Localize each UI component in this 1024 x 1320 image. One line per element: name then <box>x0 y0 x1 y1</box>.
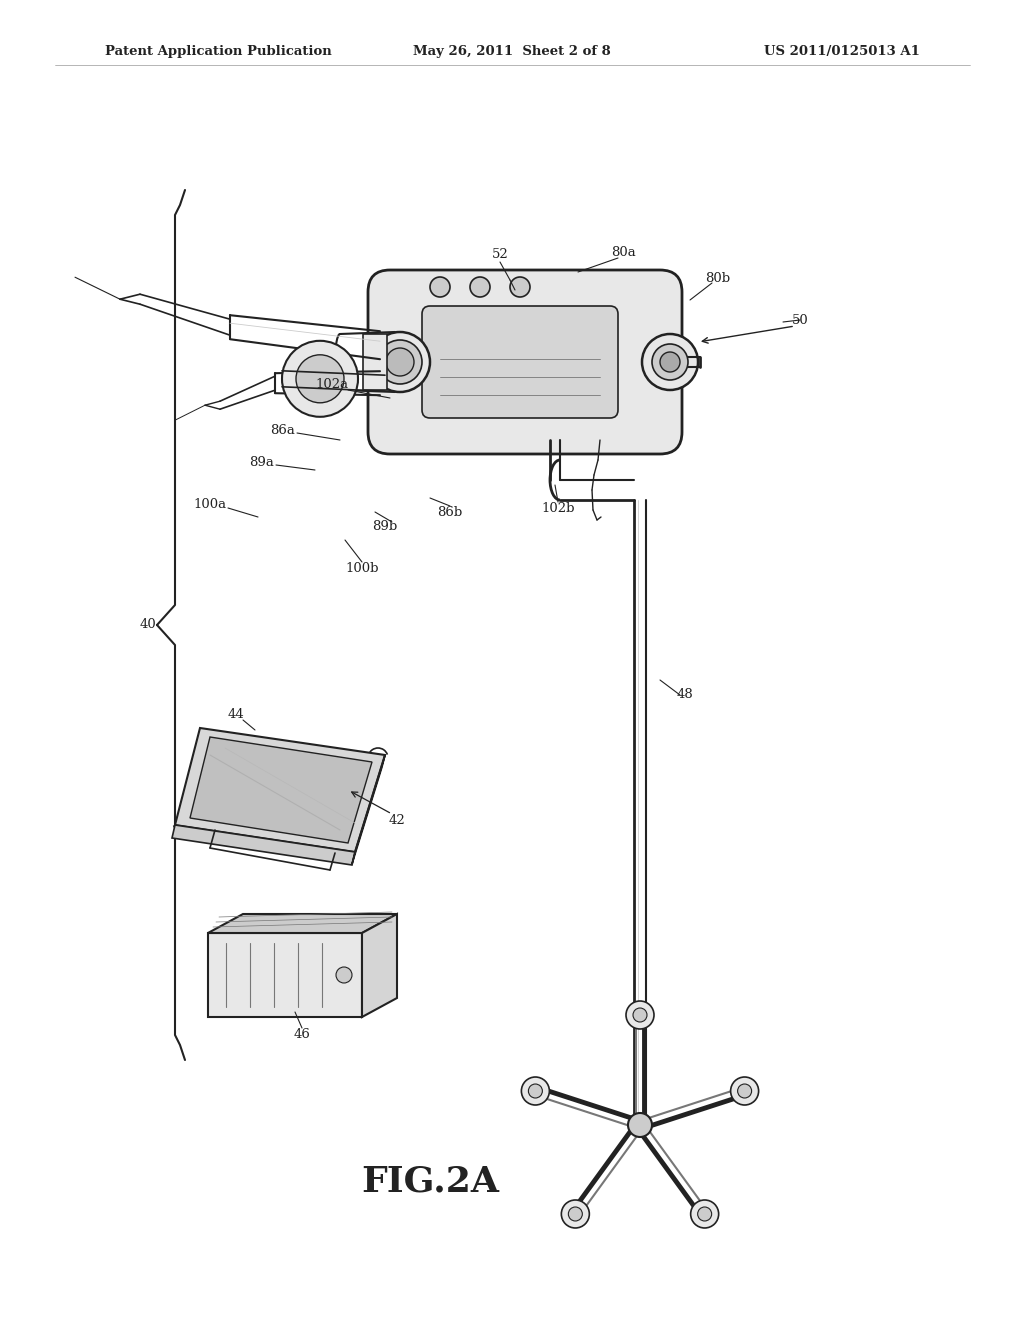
Circle shape <box>430 277 450 297</box>
FancyBboxPatch shape <box>422 306 618 418</box>
Polygon shape <box>172 825 355 865</box>
Text: US 2011/0125013 A1: US 2011/0125013 A1 <box>764 45 920 58</box>
Text: 86b: 86b <box>437 506 463 519</box>
Circle shape <box>633 1008 647 1022</box>
Polygon shape <box>208 933 362 1016</box>
Text: 102a: 102a <box>315 379 348 392</box>
Text: 102b: 102b <box>542 502 574 515</box>
Text: 100a: 100a <box>194 499 226 511</box>
Circle shape <box>378 341 422 384</box>
Circle shape <box>282 341 358 417</box>
Polygon shape <box>175 729 385 851</box>
Text: 100b: 100b <box>345 561 379 574</box>
Text: 40: 40 <box>139 619 157 631</box>
Polygon shape <box>362 913 397 1016</box>
Text: 44: 44 <box>227 709 245 722</box>
Text: 46: 46 <box>294 1028 310 1041</box>
Circle shape <box>365 370 385 389</box>
Text: 89a: 89a <box>250 455 274 469</box>
Text: 42: 42 <box>389 813 406 826</box>
Circle shape <box>521 1077 550 1105</box>
Circle shape <box>365 334 385 354</box>
Circle shape <box>697 1206 712 1221</box>
Circle shape <box>652 345 688 380</box>
Circle shape <box>386 348 414 376</box>
Circle shape <box>660 352 680 372</box>
Text: 80b: 80b <box>706 272 730 285</box>
Text: 86a: 86a <box>270 424 296 437</box>
Circle shape <box>628 1113 652 1137</box>
Circle shape <box>336 968 352 983</box>
Text: 52: 52 <box>492 248 508 261</box>
Text: 80a: 80a <box>610 246 635 259</box>
Text: Patent Application Publication: Patent Application Publication <box>105 45 332 58</box>
Polygon shape <box>208 913 397 933</box>
Text: 89b: 89b <box>373 520 397 533</box>
Polygon shape <box>362 334 387 389</box>
Circle shape <box>568 1206 583 1221</box>
Text: May 26, 2011  Sheet 2 of 8: May 26, 2011 Sheet 2 of 8 <box>413 45 611 58</box>
Polygon shape <box>352 755 385 865</box>
Text: 48: 48 <box>677 689 693 701</box>
Circle shape <box>470 277 490 297</box>
Circle shape <box>690 1200 719 1228</box>
Circle shape <box>528 1084 543 1098</box>
Circle shape <box>370 333 430 392</box>
Circle shape <box>561 1200 590 1228</box>
Circle shape <box>626 1001 654 1030</box>
Circle shape <box>642 334 698 389</box>
Polygon shape <box>190 737 372 843</box>
Circle shape <box>510 277 530 297</box>
Circle shape <box>730 1077 759 1105</box>
Text: FIG.2A: FIG.2A <box>361 1166 499 1199</box>
Circle shape <box>296 355 344 403</box>
Text: 50: 50 <box>792 314 808 326</box>
Circle shape <box>737 1084 752 1098</box>
FancyBboxPatch shape <box>368 271 682 454</box>
